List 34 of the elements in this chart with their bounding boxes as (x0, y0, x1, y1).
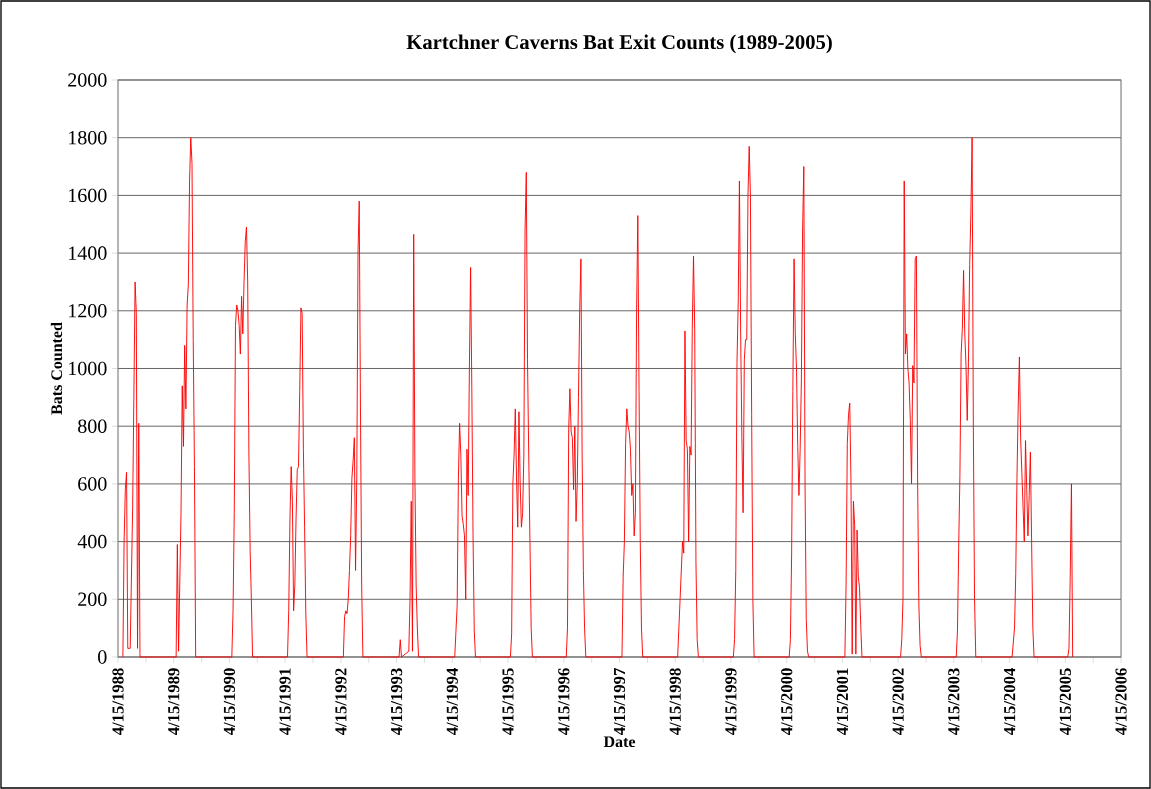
x-tick-label: 4/15/1993 (391, 668, 403, 736)
y-tick-label: 2000 (68, 73, 107, 87)
x-tick-label: 4/15/1990 (223, 668, 236, 736)
x-tick-label: 4/15/2005 (1059, 668, 1071, 736)
y-tick-label: 600 (78, 477, 107, 491)
x-tick-label: 4/15/2003 (948, 668, 960, 736)
y-tick-label: 1400 (69, 246, 107, 260)
y-tick-label: 1000 (69, 361, 107, 376)
y-tick-label: 1600 (69, 188, 107, 203)
x-tick-label: 4/15/1998 (669, 668, 681, 736)
y-axis-title: Bats Counted (50, 322, 63, 415)
y-tick-label: 200 (78, 592, 107, 607)
x-tick-label: 4/15/1997 (613, 668, 626, 736)
x-tick-label: 4/15/2000 (781, 668, 793, 736)
chart-title: Kartchner Caverns Bat Exit Counts (1989-2005) (406, 34, 832, 54)
x-tick-label: 4/15/1996 (558, 668, 570, 736)
line-series (122, 137, 1074, 658)
x-tick-label: 4/15/1994 (446, 668, 458, 736)
y-tick-label: 0 (98, 650, 107, 664)
x-tick-label: 4/15/1989 (168, 668, 180, 736)
y-tick-label: 800 (78, 419, 107, 433)
x-tick-label: 4/15/2001 (836, 668, 849, 736)
y-tick-label: 400 (77, 534, 107, 549)
y-tick-label: 1200 (69, 304, 107, 318)
x-tick-label: 4/15/1995 (502, 668, 514, 736)
x-tick-label: 4/15/2006 (1115, 668, 1127, 736)
x-tick-label: 4/15/2002 (892, 668, 904, 736)
y-tick-label: 1800 (69, 130, 107, 145)
x-tick-label: 4/15/1988 (112, 668, 124, 736)
x-tick-label: 4/15/1999 (725, 668, 737, 736)
x-tick-label: 4/15/1992 (335, 668, 347, 736)
x-tick-label: 4/15/1991 (279, 668, 291, 736)
x-tick-label: 4/15/2004 (1004, 668, 1016, 736)
x-axis-title: Date (603, 736, 636, 748)
